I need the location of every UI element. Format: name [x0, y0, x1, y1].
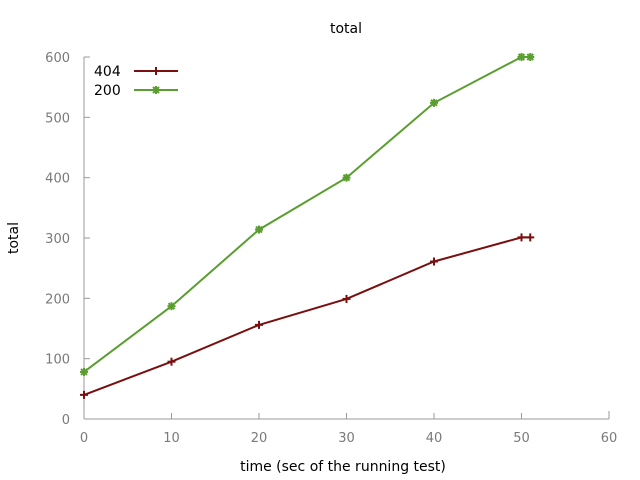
x-tick-label: 50: [513, 431, 530, 446]
x-tick-label: 0: [80, 431, 88, 446]
x-tick-label: 10: [163, 431, 180, 446]
y-tick-label: 500: [45, 111, 70, 126]
data-point-200: [517, 53, 526, 61]
marker-stroke: [80, 368, 88, 376]
data-point-404: [80, 390, 88, 399]
data-point-200: [80, 367, 88, 376]
chart-title: total: [330, 21, 362, 37]
data-point-404: [430, 257, 438, 266]
marker-stroke: [430, 99, 438, 107]
marker-stroke: [167, 302, 176, 310]
series-line-200: [83, 56, 531, 373]
data-point-200: [342, 173, 351, 182]
data-point-404: [526, 233, 535, 242]
data-point-200: [430, 98, 438, 107]
marker-stroke: [152, 86, 160, 94]
series-layer: [80, 53, 535, 399]
x-tick-label: 60: [601, 431, 618, 446]
marker-stroke: [526, 53, 534, 61]
x-axis-title: time (sec of the running test): [240, 459, 446, 475]
y-tick-label: 300: [45, 232, 70, 247]
y-tick-label: 400: [45, 172, 70, 187]
series-line-404: [83, 236, 531, 396]
data-point-200: [167, 302, 176, 311]
y-tick-label: 100: [45, 353, 70, 368]
legend-label-200: 200: [94, 83, 121, 99]
legend-marker-404: [152, 67, 160, 75]
x-tick-label: 30: [338, 431, 355, 446]
y-axis-title: total: [6, 222, 22, 254]
y-tick-label: 600: [45, 51, 70, 66]
data-point-404: [167, 357, 176, 366]
legend-marker-200: [152, 86, 160, 94]
data-point-200: [526, 53, 535, 61]
data-point-404: [342, 294, 351, 303]
marker-stroke: [342, 173, 351, 182]
marker-stroke: [517, 53, 526, 61]
y-tick-label: 0: [62, 413, 70, 428]
y-tick-label: 200: [45, 292, 70, 307]
data-point-200: [255, 225, 263, 234]
x-tick-label: 40: [426, 431, 443, 446]
data-point-404: [255, 320, 263, 329]
legend-label-404: 404: [94, 64, 121, 80]
data-point-404: [517, 233, 526, 242]
marker-stroke: [255, 225, 263, 234]
x-tick-label: 20: [251, 431, 268, 446]
